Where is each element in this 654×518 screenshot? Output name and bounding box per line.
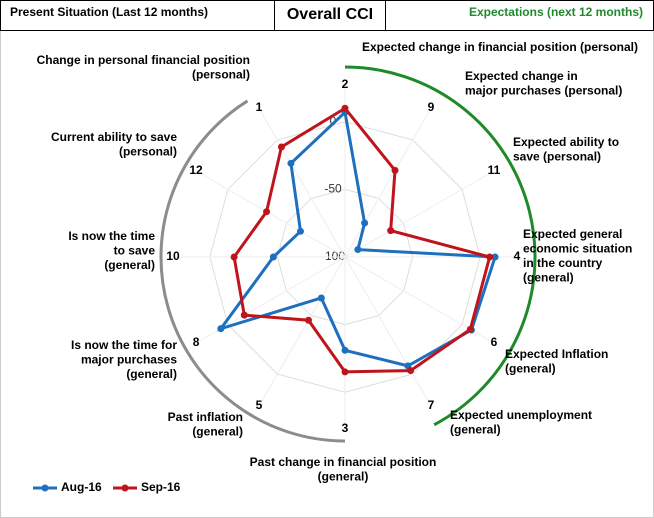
spoke bbox=[198, 172, 346, 258]
data-point bbox=[217, 325, 225, 333]
legend-marker bbox=[41, 484, 49, 492]
data-point bbox=[486, 253, 494, 261]
axis-description: Expected change in financial position (p… bbox=[362, 40, 638, 54]
spoke bbox=[344, 110, 430, 258]
axis-description: (general) bbox=[126, 367, 177, 381]
data-point bbox=[240, 311, 248, 319]
data-point bbox=[354, 246, 362, 254]
axis-description: to save bbox=[114, 244, 156, 258]
legend-marker bbox=[121, 484, 129, 492]
r-tick-label: -100 bbox=[321, 249, 345, 263]
section-arc bbox=[344, 65, 537, 427]
axis-description: economic situation bbox=[523, 242, 632, 256]
legend-label: Sep-16 bbox=[141, 480, 181, 494]
axis-description: Past change in financial position bbox=[250, 455, 437, 469]
axis-description: (general) bbox=[192, 425, 243, 439]
spoke bbox=[260, 256, 346, 404]
axis-number: 9 bbox=[428, 100, 435, 114]
axis-description: (general) bbox=[450, 423, 501, 437]
axis-description: (personal) bbox=[119, 145, 177, 159]
data-point bbox=[466, 325, 474, 333]
axis-description: Expected Inflation bbox=[505, 347, 608, 361]
axis-number: 11 bbox=[488, 163, 501, 177]
data-point bbox=[287, 159, 295, 167]
data-point bbox=[269, 253, 277, 261]
axis-description: (personal) bbox=[192, 68, 250, 82]
r-tick-label: -50 bbox=[324, 182, 342, 196]
axis-description: Expected ability to bbox=[513, 135, 619, 149]
header-left: Present Situation (Last 12 months) bbox=[10, 5, 208, 19]
axis-description: Expected general bbox=[523, 227, 622, 241]
axis-description: save (personal) bbox=[513, 150, 601, 164]
axis-description: major purchases (personal) bbox=[465, 84, 622, 98]
data-point bbox=[230, 253, 238, 261]
axis-description: (general) bbox=[523, 271, 574, 285]
axis-description: Is now the time bbox=[68, 229, 155, 243]
axis-number: 12 bbox=[189, 163, 203, 177]
axis-number: 10 bbox=[166, 249, 180, 263]
data-point bbox=[341, 368, 349, 376]
axis-number: 2 bbox=[342, 77, 349, 91]
axis-description: Past inflation bbox=[168, 410, 243, 424]
chart-title: Overall CCI bbox=[287, 6, 373, 23]
axis-description: (general) bbox=[104, 258, 155, 272]
data-point bbox=[341, 104, 349, 112]
axis-number: 3 bbox=[342, 421, 349, 435]
axis-number: 1 bbox=[256, 100, 263, 114]
data-point bbox=[263, 208, 271, 216]
legend-label: Aug-16 bbox=[61, 480, 102, 494]
axis-description: Expected change in bbox=[465, 69, 578, 83]
spoke bbox=[344, 256, 430, 404]
data-point bbox=[491, 253, 499, 261]
axis-number: 4 bbox=[514, 249, 521, 263]
axis-number: 6 bbox=[491, 335, 498, 349]
data-point bbox=[304, 316, 312, 324]
section-arc bbox=[159, 99, 346, 443]
data-point bbox=[407, 367, 415, 375]
axis-number: 7 bbox=[428, 398, 435, 412]
data-point bbox=[277, 143, 285, 151]
r-tick-label: 0 bbox=[330, 114, 337, 128]
data-point bbox=[361, 219, 369, 227]
axis-description: Current ability to save bbox=[51, 130, 177, 144]
spoke bbox=[344, 256, 492, 342]
data-point bbox=[387, 227, 395, 235]
axis-description: (general) bbox=[505, 362, 556, 376]
spoke bbox=[260, 110, 346, 258]
axis-description: Change in personal financial position bbox=[37, 53, 250, 67]
header-right: Expectations (next 12 months) bbox=[469, 5, 643, 19]
axis-description: in the country bbox=[523, 256, 603, 270]
axis-description: Expected unemployment bbox=[450, 408, 592, 422]
data-point bbox=[341, 346, 349, 354]
axis-number: 8 bbox=[193, 335, 200, 349]
axis-number: 5 bbox=[256, 398, 263, 412]
axis-description: major purchases bbox=[81, 353, 177, 367]
axis-description: (general) bbox=[318, 470, 369, 484]
axis-description: Is now the time for bbox=[71, 338, 177, 352]
data-point bbox=[391, 166, 399, 174]
data-point bbox=[297, 227, 305, 235]
header-box bbox=[0, 0, 275, 31]
header-box bbox=[274, 0, 386, 31]
data-point bbox=[317, 294, 325, 302]
spoke bbox=[344, 172, 492, 258]
